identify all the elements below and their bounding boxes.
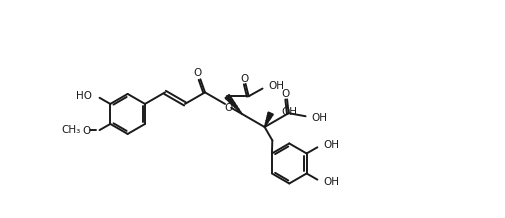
Text: O: O: [281, 89, 289, 99]
Text: O: O: [193, 68, 201, 78]
Text: OH: OH: [323, 177, 339, 187]
Text: CH₃: CH₃: [61, 125, 80, 135]
Text: HO: HO: [76, 91, 91, 101]
Text: OH: OH: [268, 81, 284, 91]
Text: O: O: [224, 103, 232, 113]
Polygon shape: [225, 95, 241, 114]
Text: O: O: [239, 73, 247, 83]
Text: OH: OH: [323, 140, 339, 150]
Text: OH: OH: [311, 113, 327, 123]
Polygon shape: [264, 112, 273, 127]
Text: O: O: [82, 126, 90, 136]
Text: OH: OH: [281, 107, 297, 117]
